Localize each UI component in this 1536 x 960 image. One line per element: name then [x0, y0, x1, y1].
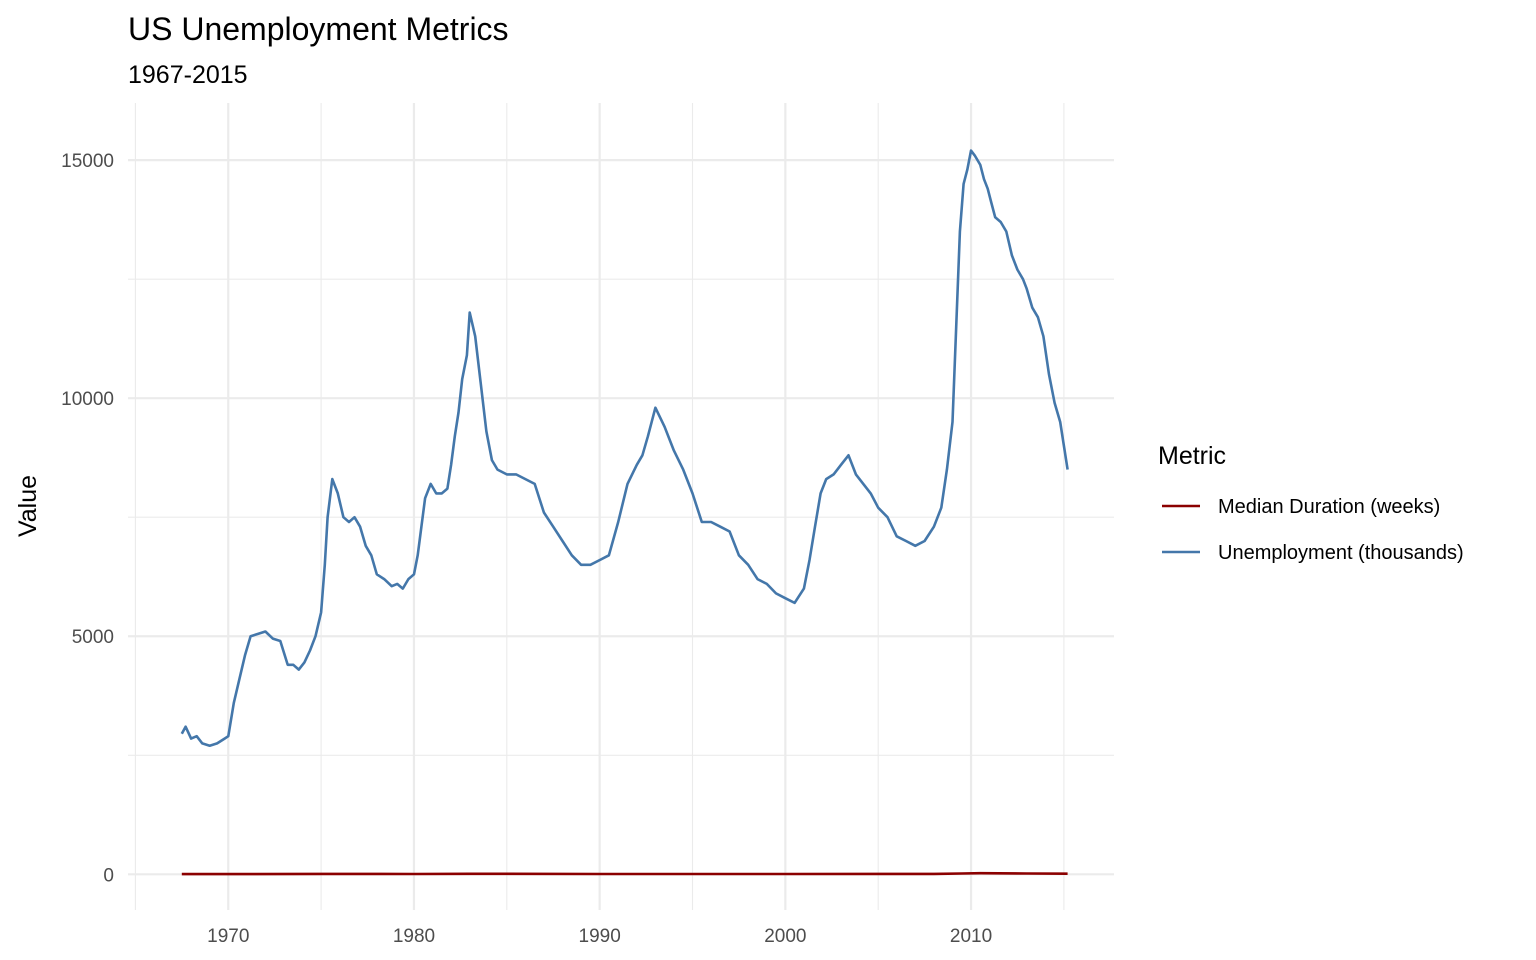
y-tick-label: 5000	[72, 627, 114, 648]
x-tick-label: 1980	[393, 926, 435, 947]
legend-items: Median Duration (weeks) Unemployment (tho…	[1162, 496, 1464, 564]
legend-label: Median Duration (weeks)	[1218, 496, 1440, 518]
chart-subtitle: 1967-2015	[128, 61, 248, 89]
series-lines	[180, 149, 1069, 876]
x-tick-label: 2010	[950, 926, 992, 947]
series-line-unemployment	[180, 149, 1069, 748]
x-tick-label: 1970	[207, 926, 249, 947]
y-tick-label: 15000	[61, 151, 114, 172]
y-axis-title: Value	[14, 475, 42, 537]
x-tick-label: 1990	[579, 926, 621, 947]
legend-item: Unemployment (thousands)	[1162, 542, 1464, 564]
y-tick-label: 0	[103, 865, 114, 886]
y-tick-label: 10000	[61, 389, 114, 410]
chart-title: US Unemployment Metrics	[128, 11, 509, 47]
legend-label: Unemployment (thousands)	[1218, 542, 1464, 564]
legend: Metric Median Duration (weeks) Unemployme…	[1158, 442, 1464, 564]
gridlines	[128, 103, 1114, 910]
legend-item: Median Duration (weeks)	[1162, 496, 1440, 518]
y-axis-ticks: 0 5000 10000 15000	[61, 151, 114, 886]
x-tick-label: 2000	[764, 926, 806, 947]
x-axis-ticks: 1970 1980 1990 2000 2010	[207, 926, 992, 947]
legend-title: Metric	[1158, 442, 1226, 470]
series-line-median-duration	[181, 871, 1068, 876]
